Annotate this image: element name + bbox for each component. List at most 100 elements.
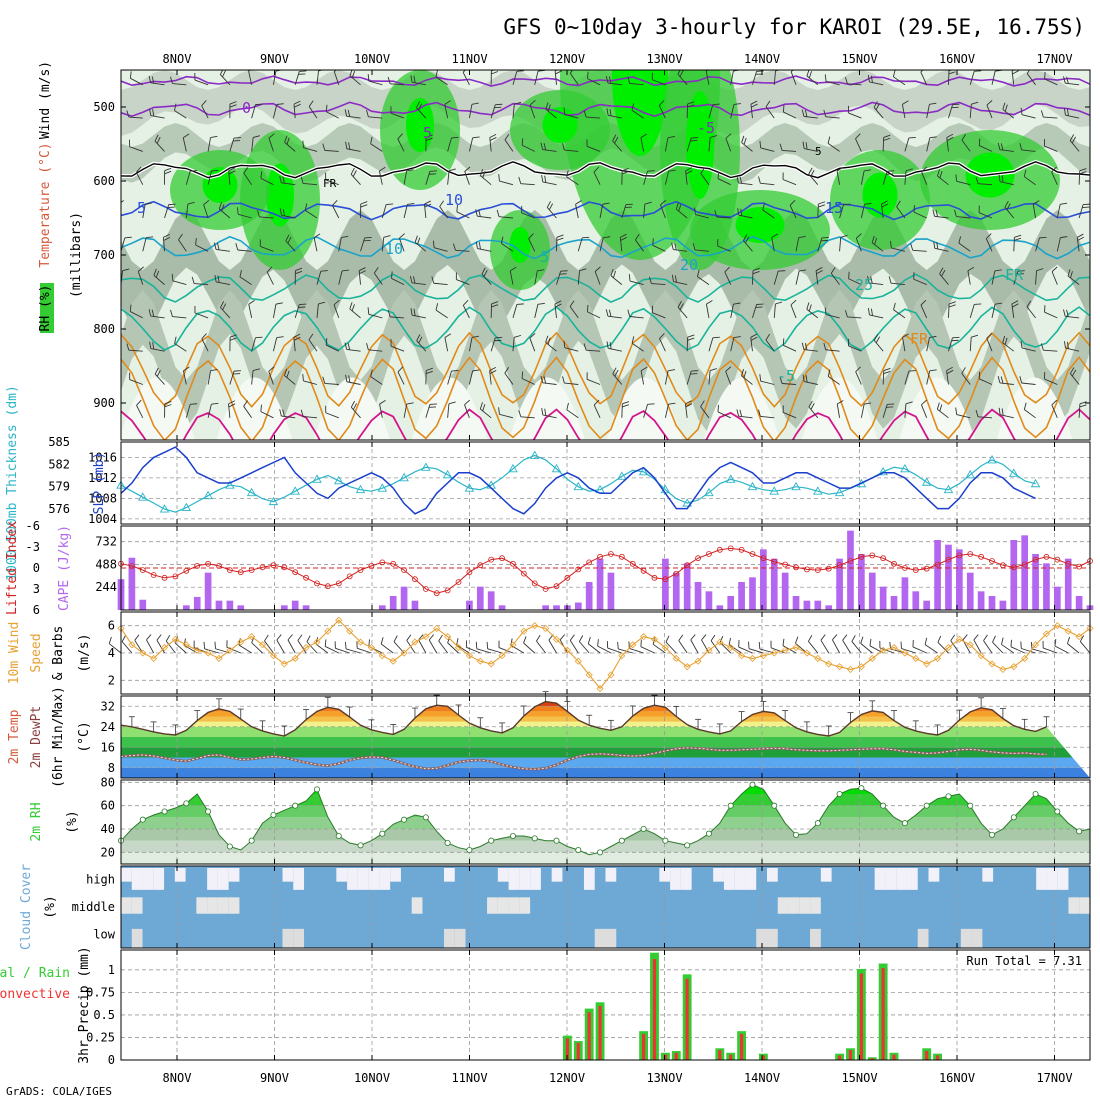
- wind-barb-flag: [609, 341, 612, 350]
- temp-band: [121, 721, 1090, 727]
- wind-barb-staff: [251, 104, 256, 119]
- wind-barb-flag: [556, 237, 564, 241]
- wind-barb-staff: [564, 149, 579, 152]
- wind-barb-staff: [447, 370, 452, 385]
- wind-barb-flag: [268, 133, 275, 139]
- wind-barb-flag: [387, 76, 391, 84]
- wind-barb-flag: [714, 210, 718, 218]
- wind-barb-flag: [201, 100, 207, 106]
- wind-barb-staff: [142, 237, 147, 252]
- wind-barb-staff: [346, 381, 361, 385]
- wind-barb-flag: [1071, 136, 1077, 144]
- wind-barb-flag: [155, 270, 160, 278]
- dry-dome: [314, 377, 390, 440]
- wind-barb-flag: [896, 200, 901, 207]
- precip-convective-bar: [837, 1055, 842, 1060]
- wind-barb-staff: [414, 241, 427, 252]
- li-marker: [1076, 563, 1083, 570]
- wind-barb-flag: [1004, 200, 1009, 208]
- wind-barb-flag: [971, 101, 979, 105]
- wind-barb-staff: [664, 137, 669, 152]
- cloud-mid-gap: [207, 897, 218, 914]
- wind-barb-staff: [335, 647, 350, 654]
- wind-barb-flag: [712, 336, 720, 339]
- wind-barb-flag: [148, 309, 152, 317]
- wind-barb-flag: [563, 107, 566, 115]
- wind-barb-flag: [548, 203, 553, 210]
- wind-barb-flag: [871, 235, 875, 243]
- wind-barb-flag: [606, 108, 609, 116]
- wind-barb-staff: [730, 337, 735, 352]
- wind-barb-flag: [830, 267, 836, 274]
- rh-marker: [205, 808, 212, 815]
- wind-barb-flag: [380, 637, 384, 645]
- wind-barb-staff: [1021, 114, 1036, 119]
- wind-barb-staff: [569, 306, 579, 319]
- li-marker: [597, 553, 603, 560]
- wind-barb-flag: [462, 299, 469, 306]
- wind-barb-staff: [137, 271, 144, 285]
- wind-barb-staff: [534, 71, 539, 85]
- wind-barb-flag: [606, 341, 609, 349]
- li-marker: [956, 552, 963, 559]
- wind-barb-staff: [121, 83, 122, 85]
- wind-barb-staff: [651, 283, 666, 286]
- wind-barb-staff: [564, 347, 579, 352]
- contour-30: [121, 356, 1090, 440]
- wind-barb-flag: [867, 307, 870, 315]
- wind-barb-flag: [308, 333, 314, 340]
- wind-barb-flag: [974, 70, 982, 72]
- wind-barb-staff: [130, 77, 143, 86]
- wind-barb-staff: [444, 337, 449, 352]
- wind-barb-flag: [559, 634, 566, 641]
- cape-bar: [128, 557, 136, 610]
- wind-speed-marker: [912, 654, 920, 663]
- wind-barb-flag: [383, 235, 391, 238]
- wind-barb-staff: [523, 642, 536, 654]
- wind-barb-flag: [808, 304, 812, 312]
- wind-barb-flag: [790, 299, 797, 306]
- wind-speed-marker: [814, 654, 822, 663]
- wind-barb-staff: [1067, 643, 1080, 654]
- li-marker: [477, 562, 484, 569]
- wind-barb-flag: [855, 366, 861, 373]
- li-marker: [553, 583, 560, 590]
- wind-barb-staff: [629, 648, 644, 654]
- wind-barb-staff: [178, 239, 187, 252]
- wind-barb-staff: [920, 71, 928, 85]
- wind-speed-marker: [302, 643, 310, 652]
- wind-barb-staff: [1021, 149, 1036, 152]
- wind-barb-flag: [366, 342, 369, 350]
- wind-speed-marker: [868, 654, 876, 663]
- wind-barb-staff: [652, 312, 666, 319]
- wind-barb-staff: [937, 175, 949, 186]
- wind-barb-flag: [929, 102, 937, 105]
- wind-barb-staff: [783, 344, 797, 352]
- wind-barb-staff: [956, 414, 971, 419]
- wind-barb-flag: [439, 200, 444, 207]
- wind-barb-staff: [961, 139, 971, 152]
- wind-barb-flag: [416, 101, 421, 108]
- wind-barb-staff: [795, 237, 800, 252]
- cloud-high-gap: [217, 868, 229, 890]
- wind-barb-flag: [545, 102, 549, 110]
- wind-barb-flag: [424, 200, 431, 205]
- wind-barb-staff: [815, 270, 819, 285]
- wind-barb-flag: [294, 103, 301, 108]
- wind-barb-flag: [379, 399, 386, 405]
- wind-barb-flag: [612, 134, 617, 142]
- wind-barb-flag: [1006, 203, 1011, 210]
- wind-speed-marker: [901, 649, 909, 657]
- wind-barb-staff: [324, 383, 339, 385]
- wind-barb-staff: [381, 204, 387, 219]
- wind-barb-flag: [696, 269, 700, 277]
- wind-speed-marker: [759, 652, 767, 660]
- dry-dome: [509, 377, 585, 440]
- wind-barb-flag: [752, 271, 760, 275]
- wind-speed-marker: [542, 624, 550, 632]
- li-marker: [727, 545, 734, 552]
- wind-barb-staff: [477, 215, 492, 219]
- wind-barb-staff: [770, 647, 786, 654]
- rh-moist-core: [686, 91, 714, 199]
- cape-bar: [803, 600, 811, 610]
